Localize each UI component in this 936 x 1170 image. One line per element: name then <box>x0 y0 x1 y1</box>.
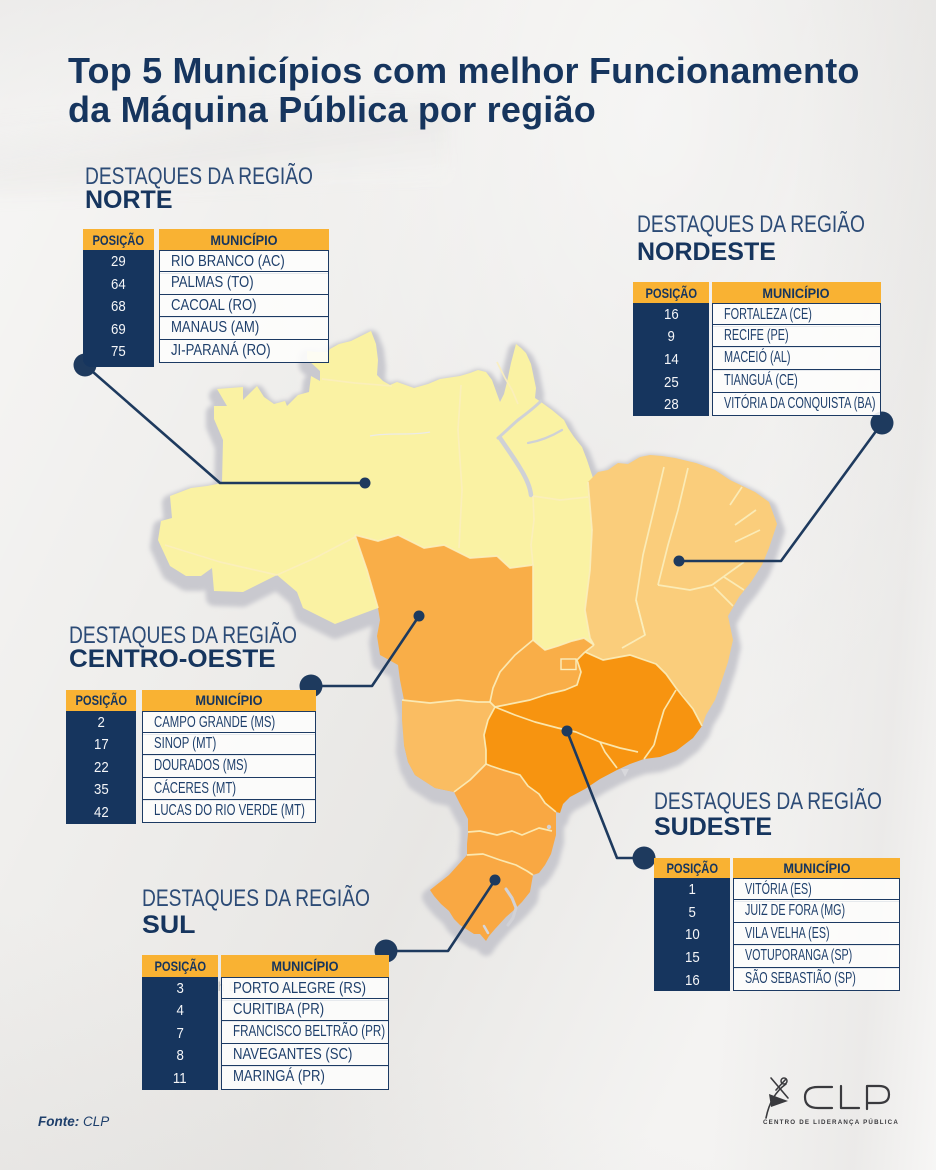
svg-text:CENTRO DE LIDERANÇA PÚBLICA: CENTRO DE LIDERANÇA PÚBLICA <box>763 1119 899 1126</box>
